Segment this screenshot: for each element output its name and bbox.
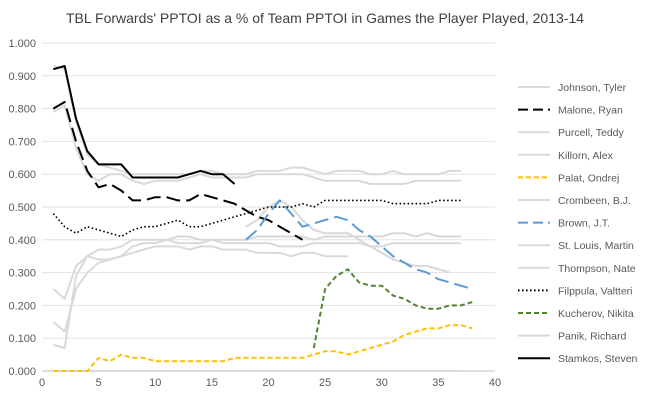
legend-label: Purcell, Teddy [558, 127, 625, 139]
y-tick-label: 1.000 [8, 38, 36, 50]
legend-label: Killorn, Alex [558, 150, 614, 162]
y-tick-label: 0.400 [8, 235, 36, 247]
legend-label: Palat, Ondrej [558, 172, 619, 184]
y-tick-label: 0.500 [8, 202, 36, 214]
series-line-purcell-teddy [52, 104, 461, 185]
y-tick-label: 0.100 [8, 333, 36, 345]
series-line-st-louis-martin [53, 232, 461, 349]
legend: Johnson, Tyler Malone, Ryan Purcell, Teddy… [518, 82, 638, 365]
x-tick-label: 35 [432, 377, 444, 389]
chart-title: TBL Forwards' PPTOI as a % of Team PPTOI… [66, 10, 584, 26]
series-line-filppula-valtteri [52, 199, 461, 238]
legend-label: Brown, J.T. [558, 218, 610, 230]
axes: 0.000 0.100 0.200 0.300 0.400 0.500 0.600 0.700… [8, 38, 501, 389]
series-line-killorn-alex [53, 65, 461, 176]
legend-label: Crombeen, B.J. [558, 195, 631, 207]
legend-label: Filppula, Valtteri [558, 285, 633, 297]
x-tick-label: 25 [319, 377, 331, 389]
y-tick-label: 0.000 [8, 366, 36, 378]
y-tick-label: 0.200 [8, 300, 36, 312]
legend-label: Malone, Ryan [558, 105, 623, 117]
y-tick-label: 0.700 [8, 136, 36, 148]
legend-label: Kucherov, Nikita [558, 308, 634, 320]
series-group [52, 65, 473, 372]
y-tick-label: 0.800 [8, 104, 36, 116]
legend-label: Thompson, Nate [558, 263, 636, 275]
x-tick-label: 30 [376, 377, 388, 389]
x-tick-label: 15 [206, 377, 218, 389]
x-tick-label: 10 [149, 377, 161, 389]
series-line-palat-ondrej [53, 324, 473, 372]
legend-label: Panik, Richard [558, 331, 626, 343]
x-tick-label: 5 [96, 377, 102, 389]
x-tick-label: 40 [489, 377, 501, 389]
legend-label: St. Louis, Martin [558, 240, 634, 252]
series-line-brown-j-t [245, 199, 473, 290]
x-tick-label: 0 [39, 377, 45, 389]
legend-label: Johnson, Tyler [558, 82, 627, 94]
y-tick-label: 0.300 [8, 268, 36, 280]
series-line-stamkos-steven [53, 65, 236, 185]
y-tick-label: 0.600 [8, 169, 36, 181]
series-line-crombeen-b-j [52, 245, 348, 333]
series-line-kucherov-nikita [312, 268, 473, 349]
series-line-malone-ryan [52, 101, 304, 241]
x-tick-label: 20 [262, 377, 274, 389]
legend-label: Stamkos, Steven [558, 353, 638, 365]
y-tick-label: 0.900 [8, 71, 36, 83]
